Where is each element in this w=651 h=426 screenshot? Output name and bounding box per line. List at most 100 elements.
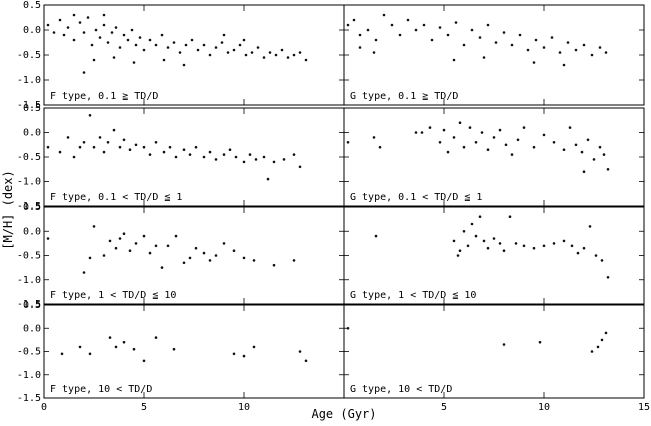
- data-point: [222, 242, 226, 245]
- data-point: [252, 259, 256, 262]
- data-point: [446, 33, 450, 37]
- data-point: [452, 58, 456, 62]
- data-point: [358, 33, 362, 37]
- data-point: [134, 242, 138, 245]
- data-point: [382, 13, 386, 17]
- data-point: [606, 168, 610, 171]
- data-point: [292, 53, 296, 57]
- data-point: [588, 225, 592, 228]
- panel-label: G type, 0.1 ≧ TD/D: [350, 91, 458, 102]
- y-tick-label: -0.5: [17, 152, 41, 163]
- data-point: [232, 352, 236, 356]
- data-point: [154, 141, 158, 144]
- data-point: [178, 51, 182, 54]
- data-point: [414, 131, 418, 134]
- data-point: [182, 148, 186, 151]
- data-point: [606, 276, 610, 279]
- data-point: [242, 256, 246, 260]
- panel-label: F type, 0.1 < TD/D ≦ 1: [50, 192, 182, 203]
- y-tick-label: 0.0: [23, 226, 41, 237]
- data-point: [600, 338, 604, 342]
- data-point: [214, 46, 218, 49]
- panel-2: G type, 0.1 ≧ TD/D: [343, 4, 645, 106]
- axes-text-layer: 0.50.0-0.5-1.0-1.50.50.0-0.5-1.0-1.50.50…: [17, 0, 650, 413]
- data-point: [72, 155, 76, 159]
- panel-3: F type, 0.1 < TD/D ≦ 1: [43, 107, 345, 207]
- data-point: [188, 153, 192, 156]
- data-point: [134, 43, 138, 47]
- data-point: [454, 21, 458, 24]
- data-point: [162, 150, 166, 154]
- data-point: [88, 352, 92, 356]
- data-point: [242, 160, 246, 164]
- data-point: [166, 244, 170, 248]
- data-point: [58, 150, 62, 154]
- x-tick-label: 5: [141, 402, 147, 413]
- data-point: [168, 145, 172, 149]
- data-point: [58, 18, 62, 22]
- data-point: [268, 51, 272, 54]
- y-tick-label: -1.0: [17, 75, 41, 86]
- data-point: [60, 352, 64, 356]
- data-point: [118, 237, 122, 240]
- data-point: [470, 222, 474, 226]
- y-tick-label: -1.5: [17, 299, 41, 310]
- data-point: [228, 148, 232, 151]
- data-point: [114, 246, 118, 250]
- data-point: [256, 46, 260, 49]
- data-point: [372, 136, 376, 139]
- data-point: [208, 53, 212, 57]
- data-point: [78, 145, 82, 149]
- data-point: [94, 28, 98, 32]
- data-point: [502, 343, 506, 346]
- data-point: [594, 254, 598, 257]
- data-point: [574, 143, 578, 147]
- y-tick-label: 0.5: [23, 0, 41, 11]
- data-point: [226, 51, 230, 54]
- data-point: [282, 158, 286, 161]
- data-point: [102, 254, 106, 257]
- data-point: [202, 251, 206, 255]
- data-point: [428, 126, 432, 129]
- data-point: [518, 33, 522, 37]
- data-point: [478, 36, 482, 39]
- panel-label: F type, 10 < TD/D: [50, 384, 152, 395]
- data-point: [208, 150, 212, 154]
- data-point: [576, 251, 580, 255]
- x-axis-title: Age (Gyr): [311, 407, 376, 421]
- data-point: [590, 350, 594, 353]
- data-point: [422, 23, 426, 27]
- data-point: [532, 246, 536, 250]
- data-point: [516, 138, 520, 142]
- data-point: [112, 56, 116, 59]
- y-tick-label: 0.5: [23, 202, 41, 213]
- data-point: [598, 145, 602, 149]
- data-point: [182, 261, 186, 265]
- data-point: [486, 23, 490, 27]
- data-point: [274, 53, 278, 57]
- data-point: [514, 242, 518, 245]
- y-tick-label: 0.0: [23, 323, 41, 334]
- data-point: [568, 126, 572, 129]
- data-point: [202, 155, 206, 159]
- data-point: [92, 225, 96, 228]
- data-point: [112, 128, 116, 132]
- data-point: [604, 51, 608, 54]
- data-point: [510, 153, 514, 156]
- data-point: [542, 46, 546, 49]
- data-point: [346, 327, 350, 330]
- x-tick-label: 5: [441, 402, 447, 413]
- y-tick-label: 0.5: [23, 103, 41, 114]
- data-point: [118, 145, 122, 149]
- data-point: [250, 51, 254, 54]
- data-point: [522, 244, 526, 248]
- data-point: [148, 153, 152, 156]
- data-point: [98, 36, 102, 39]
- data-point: [208, 259, 212, 262]
- data-point: [106, 141, 110, 144]
- data-point: [202, 43, 206, 47]
- data-point: [108, 336, 112, 339]
- data-point: [82, 271, 86, 274]
- data-point: [582, 246, 586, 250]
- data-point: [82, 31, 86, 34]
